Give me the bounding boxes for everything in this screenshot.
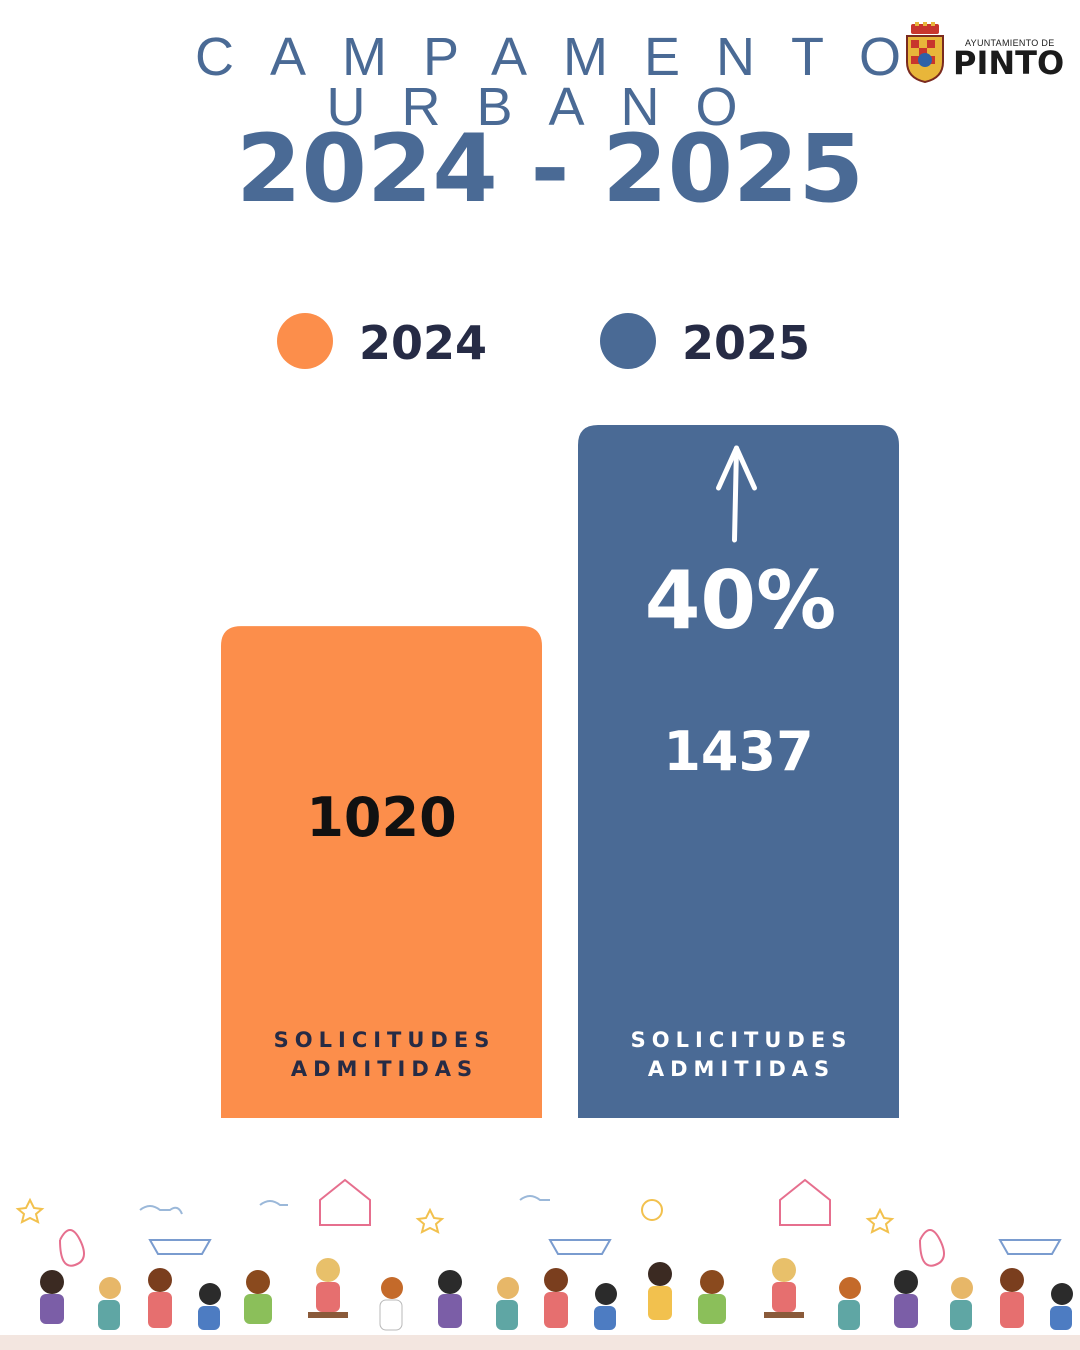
logo-subtitle: AYUNTAMIENTO DE bbox=[965, 38, 1055, 48]
title-line-2: URBANO bbox=[326, 77, 774, 137]
title-years: 2024 - 2025 bbox=[236, 115, 864, 224]
bar-caption-2025-line-1: SOLICITUDES bbox=[631, 1028, 853, 1052]
bar-chart: 1020 SOLICITUDES ADMITIDAS 1437 SOLICITUDES A… bbox=[221, 425, 899, 1118]
bar-value-label-2024: 1020 bbox=[306, 786, 456, 849]
children-drawing-illustration bbox=[0, 1178, 1080, 1350]
bar-2024 bbox=[221, 626, 542, 1118]
pinto-logo: AYUNTAMIENTO DE PINTO bbox=[905, 22, 1065, 86]
logo-title: PINTO bbox=[953, 44, 1065, 82]
legend-label-2025: 2025 bbox=[682, 316, 811, 370]
legend-label-2024: 2024 bbox=[359, 316, 488, 370]
legend-swatch-2024 bbox=[277, 313, 333, 369]
title-line-1: CAMPAMENTO bbox=[195, 27, 938, 87]
bar-caption-2025-line-2: ADMITIDAS bbox=[648, 1057, 835, 1081]
annotation-percent: 40% bbox=[645, 554, 836, 647]
bar-2025 bbox=[578, 425, 899, 1118]
bar-caption-2024-line-1: SOLICITUDES bbox=[274, 1028, 496, 1052]
bar-value-label-2025: 1437 bbox=[663, 720, 813, 783]
coat-of-arms-icon bbox=[906, 22, 944, 84]
legend-swatch-2025 bbox=[600, 313, 656, 369]
up-arrow-icon bbox=[716, 445, 757, 543]
bar-caption-2024-line-2: ADMITIDAS bbox=[291, 1057, 478, 1081]
